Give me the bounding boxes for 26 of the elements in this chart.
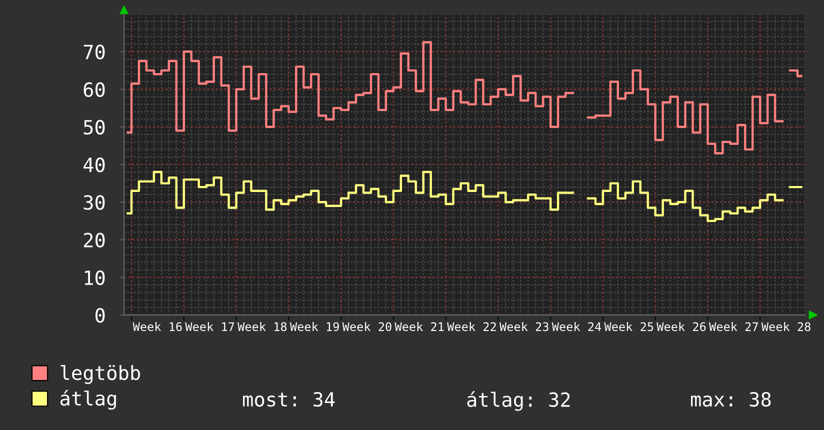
text: max: 38 [691,392,771,407]
x-tick-label: Week 21 [394,322,444,332]
y-tick-label: 50 [84,120,105,135]
x-tick-label: Week 19 [290,322,339,332]
y-tick-label: 20 [84,232,105,248]
x-tick-label: Week 22 [447,322,496,332]
y-tick-label: 70 [84,44,105,60]
x-tick-label: Week 28 [761,322,810,332]
x-tick-label: Week 23 [499,322,548,332]
x-tick-label: Week 18 [238,322,287,332]
x-tick-label: Week 16 [132,322,182,332]
text: átlag: 32 [467,391,570,411]
y-tick-label: 40 [84,158,105,172]
x-tick-label: Week 27 [709,322,758,332]
legend-label: átlag [60,390,116,410]
y-tick-label: 60 [84,82,105,97]
legend-label: legtöbb [60,365,140,384]
x-tick-label: Week 25 [604,322,654,332]
text: most: 34 [243,392,335,407]
x-tick-label: Week 17 [185,322,234,332]
y-tick-label: 30 [84,195,105,210]
y-tick-label: 10 [84,270,105,286]
y-tick-label: 0 [96,308,105,323]
x-tick-label: Week 26 [656,322,706,332]
x-tick-label: Week 24 [552,322,602,332]
x-tick-label: Week 20 [342,322,392,332]
